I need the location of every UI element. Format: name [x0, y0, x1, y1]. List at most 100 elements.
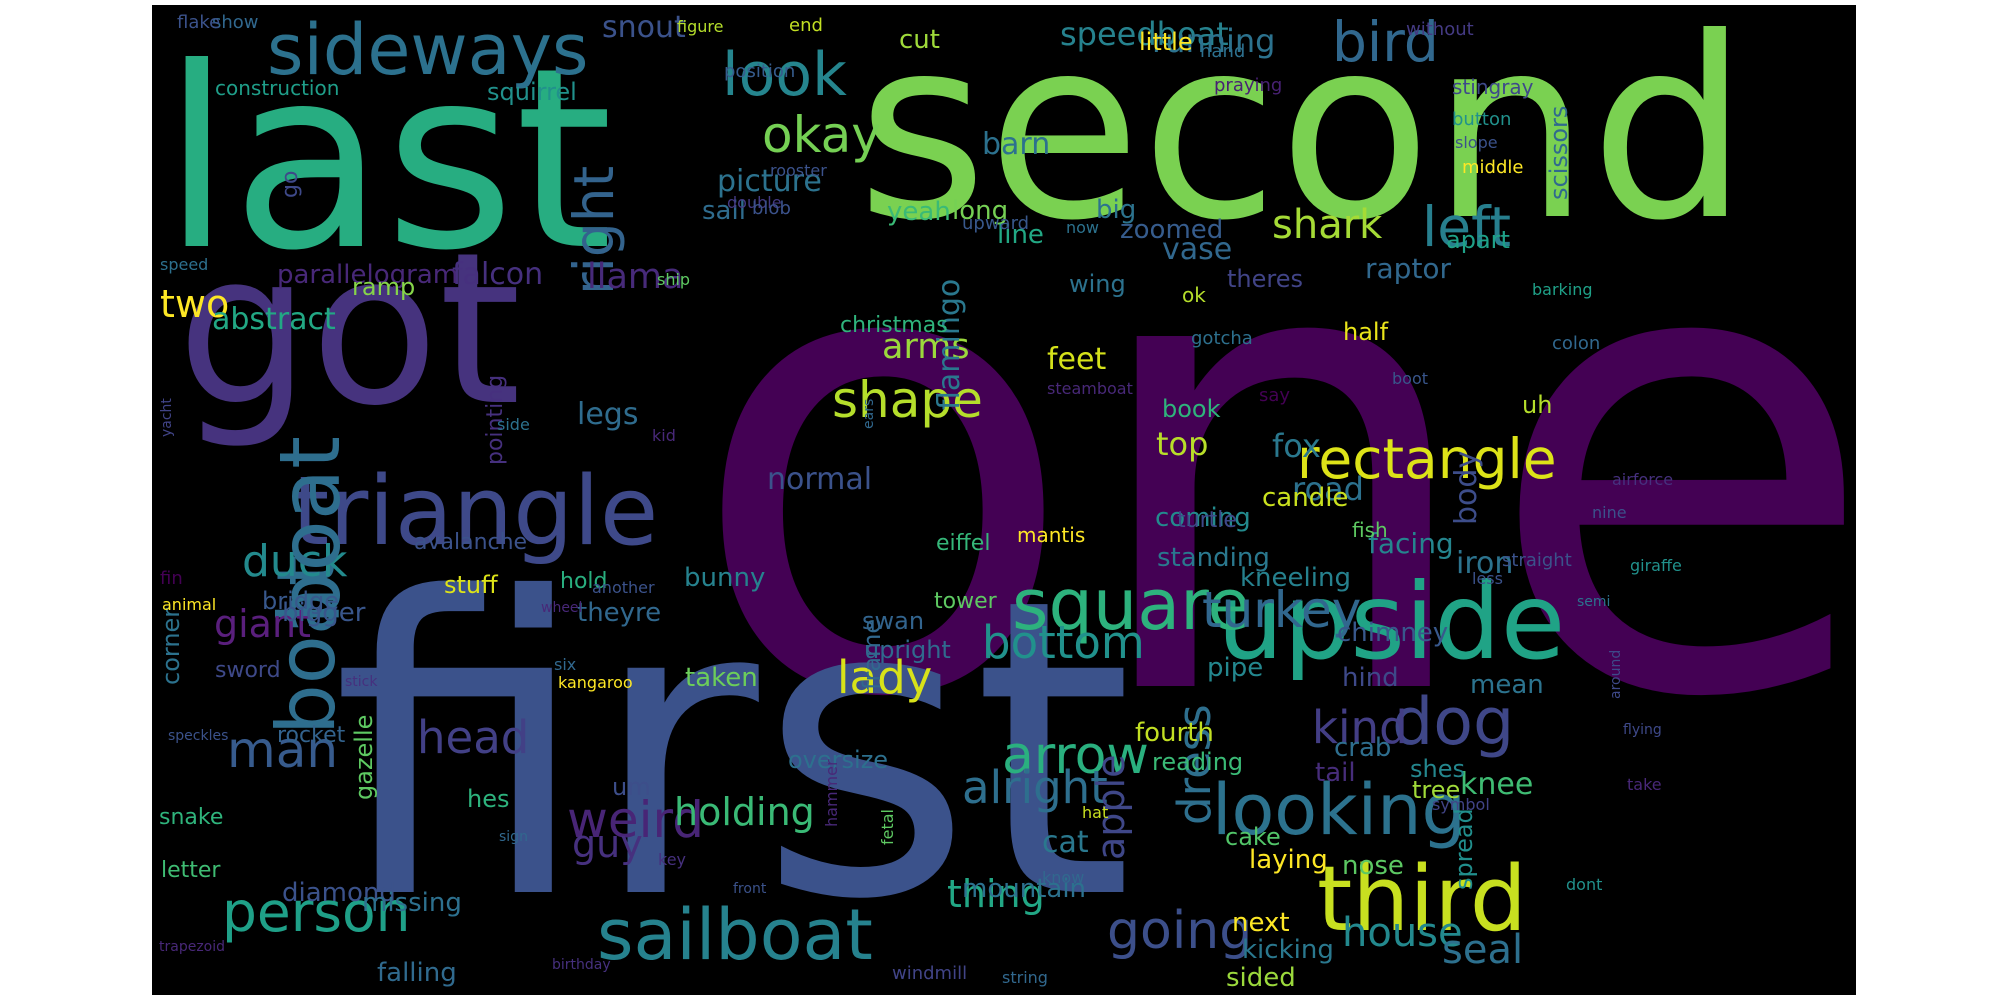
cloud-word: seal	[1442, 927, 1524, 973]
cloud-word: alright	[962, 761, 1108, 814]
cloud-word: oversize	[788, 746, 889, 774]
cloud-word: house	[1342, 910, 1463, 956]
cloud-word: thing	[947, 872, 1045, 916]
cloud-word: now	[1066, 218, 1100, 237]
cloud-word: two	[160, 282, 230, 326]
cloud-word: another	[592, 578, 655, 597]
cloud-word: gazelle	[350, 714, 378, 800]
cloud-word: giant	[214, 602, 311, 646]
cloud-word: straight	[1502, 550, 1572, 571]
cloud-word: animal	[162, 595, 217, 614]
cloud-word: first	[332, 511, 1134, 989]
cloud-word: parallelogram	[277, 260, 459, 290]
word-cloud: one first second last got triangle sideways ups…	[152, 5, 1856, 995]
cloud-word: rocket	[277, 723, 346, 748]
cloud-word: snout	[602, 10, 686, 45]
cloud-word: lady	[837, 651, 933, 704]
cloud-word: squirrel	[487, 78, 577, 106]
cloud-word: top	[1156, 425, 1209, 463]
cloud-word: got	[177, 207, 522, 452]
cloud-word: knee	[1460, 767, 1534, 802]
cloud-word: speedboat	[1060, 15, 1229, 53]
cloud-word: tree	[1412, 776, 1461, 804]
cloud-word: abstract	[212, 302, 336, 337]
cloud-word: falcon	[452, 257, 544, 292]
cloud-word: kangaroo	[558, 673, 633, 692]
cloud-word: guy	[572, 822, 643, 866]
cloud-word: last	[162, 14, 613, 305]
cloud-word: christmas	[840, 313, 948, 338]
cloud-word: know	[1042, 868, 1085, 887]
cloud-word: vase	[1162, 232, 1233, 267]
cloud-word: sideways	[267, 9, 589, 91]
cloud-word: turkey	[1202, 581, 1362, 639]
cloud-word: spread	[1450, 808, 1478, 890]
cloud-word: semi	[1577, 594, 1611, 610]
cloud-word: barking	[1532, 280, 1593, 299]
cloud-word: upright	[864, 636, 951, 664]
cloud-word: sign	[499, 829, 528, 845]
cloud-word: speckles	[168, 728, 229, 744]
cloud-word: legs	[577, 397, 639, 432]
cloud-word: half	[1343, 318, 1389, 346]
cloud-word: kicking	[1242, 935, 1334, 965]
cloud-word: long	[952, 196, 1009, 226]
cloud-word: wing	[1069, 270, 1126, 298]
cloud-word: scissors	[1545, 105, 1573, 200]
cloud-word: bigger	[282, 598, 366, 628]
cloud-word: birthday	[552, 957, 611, 973]
cloud-word: hes	[467, 785, 510, 813]
cloud-word: pipe	[1207, 653, 1264, 683]
cloud-word: speed	[160, 255, 209, 274]
cloud-word: go	[278, 170, 303, 198]
cloud-word: mantis	[1017, 523, 1086, 547]
cloud-word: hind	[1342, 663, 1399, 693]
cloud-word: yeah	[887, 197, 951, 227]
cloud-word: hold	[560, 569, 608, 594]
cloud-word: end	[789, 15, 823, 36]
cloud-word: diamond	[282, 878, 396, 908]
cloud-word: shes	[1410, 755, 1465, 783]
cloud-word: trapezoid	[159, 939, 226, 955]
cloud-word: road	[1292, 470, 1364, 508]
cloud-word: middle	[1462, 157, 1524, 178]
cloud-word: apart	[1446, 226, 1510, 254]
cloud-word: giraffe	[1630, 556, 1682, 575]
cloud-word: duck	[242, 536, 348, 587]
cloud-word: bottom	[982, 616, 1145, 669]
cloud-word: turtle	[1177, 508, 1237, 533]
cloud-word: colon	[1552, 333, 1601, 354]
cloud-word: facing	[1368, 527, 1454, 560]
cloud-word: kneeling	[1240, 563, 1351, 593]
cloud-word: cut	[899, 25, 940, 55]
cloud-word: without	[1406, 19, 1474, 40]
cloud-word: fetal	[878, 809, 897, 845]
cloud-word: steamboat	[1047, 379, 1133, 398]
cloud-word: figure	[677, 17, 724, 36]
cloud-word: okay	[762, 106, 881, 164]
cloud-word: picture	[717, 164, 822, 199]
cloud-word: upside	[1217, 561, 1566, 683]
cloud-word: airforce	[1612, 470, 1674, 489]
cloud-word: rectangle	[1297, 427, 1557, 491]
cloud-word: around	[1608, 649, 1624, 699]
cloud-word: falling	[377, 958, 457, 988]
cloud-word: stingray	[1452, 75, 1534, 99]
cloud-word: laying	[1249, 845, 1328, 875]
cloud-word: rooster	[770, 161, 827, 180]
cloud-word: cake	[1225, 823, 1281, 851]
cloud-word: little	[1139, 28, 1193, 56]
cloud-word: ramp	[352, 273, 416, 301]
cloud-word: dont	[1566, 875, 1603, 894]
cloud-word: theyre	[577, 598, 662, 628]
cloud-word: eiffel	[936, 531, 991, 556]
cloud-word: string	[1002, 968, 1048, 987]
cloud-word: normal	[767, 462, 873, 497]
cloud-word: boot	[1392, 369, 1429, 388]
cloud-word: line	[997, 220, 1044, 250]
cloud-word: iron	[1456, 546, 1514, 581]
cloud-word: flake	[177, 12, 221, 33]
cloud-word: wheel	[541, 600, 583, 616]
cloud-word: stuff	[444, 571, 498, 599]
cloud-word: coming	[1155, 503, 1251, 533]
